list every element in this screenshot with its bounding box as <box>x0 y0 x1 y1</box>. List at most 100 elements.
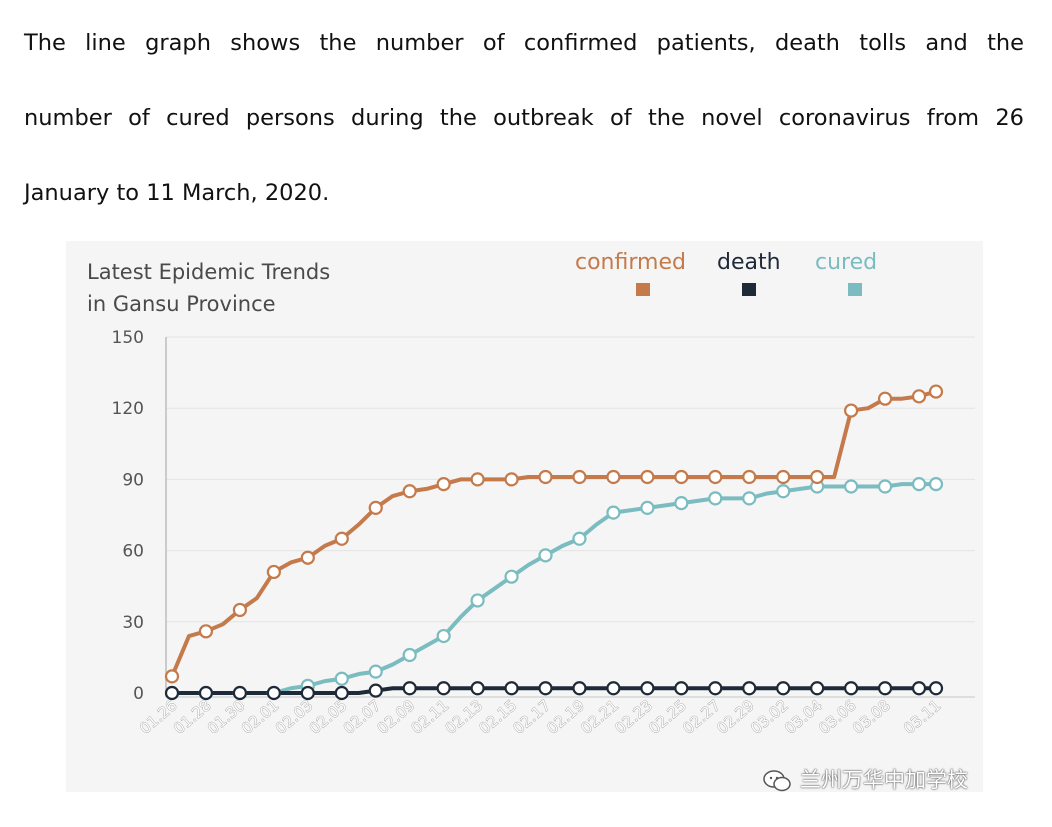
watermark-text: 兰州万华中加学校 <box>800 768 968 792</box>
data-point-death <box>538 681 553 696</box>
legend-swatch-confirmed <box>636 283 650 296</box>
x-tick-label: 03.02 <box>747 696 791 737</box>
x-tick-label: 02.19 <box>544 696 588 737</box>
data-point-confirmed <box>504 472 519 487</box>
data-point-death <box>742 681 757 696</box>
data-point-cured <box>674 496 689 511</box>
legend-label-death: death <box>717 250 781 275</box>
data-point-cured <box>708 491 723 506</box>
data-point-cured <box>911 477 927 492</box>
data-point-confirmed <box>776 469 791 485</box>
data-point-cured <box>640 500 655 515</box>
data-point-cured <box>402 647 417 663</box>
data-point-confirmed <box>928 384 944 399</box>
data-point-confirmed <box>198 624 214 639</box>
x-tick-label: 02.03 <box>272 696 316 737</box>
data-point-death <box>470 681 485 696</box>
data-point-death <box>334 685 349 701</box>
x-tick-label: 02.15 <box>476 696 520 737</box>
legend-label-cured: cured <box>815 250 878 275</box>
y-tick-label: 90 <box>122 470 144 490</box>
data-point-confirmed <box>742 469 757 485</box>
intro-line-3: January to 11 March, 2020. <box>24 180 330 206</box>
data-point-death <box>198 685 214 701</box>
data-point-death <box>504 681 519 696</box>
data-point-death <box>436 681 451 696</box>
data-point-cured <box>572 531 587 546</box>
data-point-confirmed <box>877 391 893 406</box>
chart-panel <box>66 241 983 792</box>
data-point-cured <box>470 593 485 608</box>
data-point-death <box>368 683 383 698</box>
x-tick-label: 02.05 <box>306 696 350 737</box>
x-tick-label: 02.13 <box>442 696 486 737</box>
data-point-cured <box>368 664 383 679</box>
data-point-confirmed <box>232 602 248 618</box>
data-point-death <box>844 681 859 696</box>
x-tick-label: 02.07 <box>340 696 384 737</box>
chart-title: Latest Epidemic Trends in Gansu Province <box>87 256 330 320</box>
legend-label-confirmed: confirmed <box>575 250 686 275</box>
data-point-death <box>572 681 587 696</box>
x-tick-label: 03.08 <box>849 696 893 737</box>
data-point-death <box>674 681 689 696</box>
data-point-confirmed <box>572 469 587 485</box>
y-tick-label: 150 <box>112 328 144 348</box>
data-point-death <box>640 681 655 696</box>
x-tick-label: 02.29 <box>713 696 757 737</box>
data-point-confirmed <box>266 564 281 580</box>
data-point-death <box>810 681 825 696</box>
data-point-confirmed <box>402 484 417 499</box>
data-point-death <box>708 681 723 696</box>
data-point-confirmed <box>708 469 723 485</box>
data-point-death <box>266 685 281 701</box>
data-point-cured <box>844 479 859 494</box>
x-tick-label: 03.11 <box>900 696 944 737</box>
chart-title-line-1: Latest Epidemic Trends <box>87 260 331 284</box>
intro-line-1: The line graph shows the number of confi… <box>24 30 1024 56</box>
data-point-cured <box>504 569 519 584</box>
data-point-death <box>300 685 315 701</box>
data-point-confirmed <box>538 469 553 485</box>
data-point-death <box>402 681 417 696</box>
data-point-confirmed <box>300 550 315 565</box>
data-point-death <box>877 681 893 696</box>
data-point-cured <box>877 479 893 494</box>
x-tick-label: 02.09 <box>374 696 418 737</box>
data-point-confirmed <box>436 477 451 492</box>
data-point-confirmed <box>810 469 825 485</box>
data-point-confirmed <box>164 669 180 684</box>
data-point-death <box>911 681 927 696</box>
x-tick-label: 03.06 <box>815 696 859 737</box>
data-point-death <box>232 685 248 701</box>
data-point-cured <box>606 505 621 520</box>
data-point-death <box>776 681 791 696</box>
data-point-confirmed <box>368 500 383 515</box>
data-point-confirmed <box>640 469 655 485</box>
series-line-cured <box>170 482 938 695</box>
data-point-confirmed <box>334 531 349 546</box>
data-point-cured <box>334 671 349 686</box>
x-tick-label: 02.21 <box>578 696 622 737</box>
legend-swatch-cured <box>848 283 862 296</box>
data-point-cured <box>928 477 944 492</box>
y-tick-label: 30 <box>122 613 144 633</box>
x-tick-label: 02.23 <box>611 696 655 737</box>
x-tick-label: 02.27 <box>679 696 723 737</box>
data-point-cured <box>776 484 791 499</box>
data-point-confirmed <box>470 472 485 487</box>
intro-line-2: number of cured persons during the outbr… <box>24 105 1024 131</box>
x-tick-label: 01.30 <box>204 696 248 737</box>
x-tick-label: 02.17 <box>510 696 554 737</box>
data-point-cured <box>742 491 757 506</box>
data-point-confirmed <box>606 469 621 485</box>
data-point-death <box>164 685 180 701</box>
y-tick-label: 120 <box>112 399 144 419</box>
series-line-death <box>170 686 938 695</box>
data-point-cured <box>436 628 451 644</box>
data-point-death <box>606 681 621 696</box>
x-tick-label: 02.25 <box>645 696 689 737</box>
y-tick-label: 0 <box>133 684 144 704</box>
x-tick-label: 02.11 <box>408 696 452 737</box>
intro-paragraph: The line graph shows the number of confi… <box>24 6 1024 231</box>
